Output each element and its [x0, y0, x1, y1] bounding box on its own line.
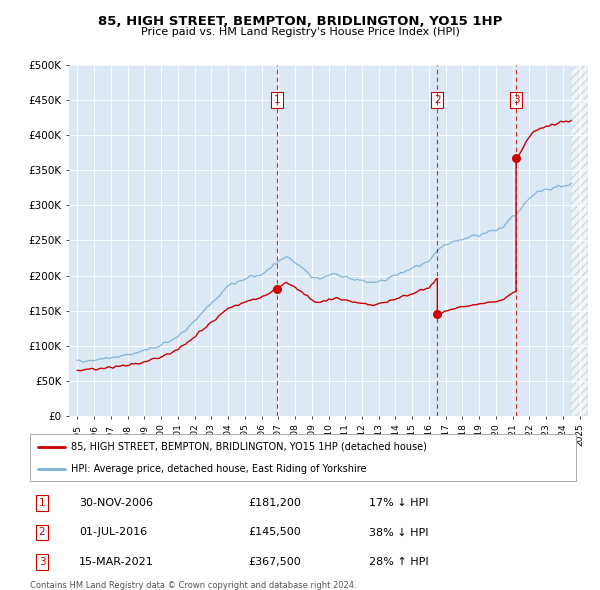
Text: £181,200: £181,200 [248, 498, 301, 508]
Text: Price paid vs. HM Land Registry's House Price Index (HPI): Price paid vs. HM Land Registry's House … [140, 27, 460, 37]
Text: 1: 1 [38, 498, 46, 508]
Text: 85, HIGH STREET, BEMPTON, BRIDLINGTON, YO15 1HP (detached house): 85, HIGH STREET, BEMPTON, BRIDLINGTON, Y… [71, 442, 427, 452]
Text: 30-NOV-2006: 30-NOV-2006 [79, 498, 153, 508]
Text: 1: 1 [274, 95, 280, 105]
Text: 15-MAR-2021: 15-MAR-2021 [79, 557, 154, 567]
Text: 2: 2 [38, 527, 46, 537]
Text: £367,500: £367,500 [248, 557, 301, 567]
Point [511, 153, 521, 163]
Point [272, 284, 281, 293]
Text: Contains HM Land Registry data © Crown copyright and database right 2024.
This d: Contains HM Land Registry data © Crown c… [30, 581, 356, 590]
Text: 3: 3 [512, 95, 520, 105]
Bar [571, 65, 588, 416]
Text: 38% ↓ HPI: 38% ↓ HPI [368, 527, 428, 537]
Bar [571, 65, 588, 416]
Text: 2: 2 [434, 95, 440, 105]
Text: 01-JUL-2016: 01-JUL-2016 [79, 527, 147, 537]
Text: 85, HIGH STREET, BEMPTON, BRIDLINGTON, YO15 1HP: 85, HIGH STREET, BEMPTON, BRIDLINGTON, Y… [98, 15, 502, 28]
Text: 17% ↓ HPI: 17% ↓ HPI [368, 498, 428, 508]
Text: HPI: Average price, detached house, East Riding of Yorkshire: HPI: Average price, detached house, East… [71, 464, 367, 474]
Text: 28% ↑ HPI: 28% ↑ HPI [368, 557, 428, 567]
Text: £145,500: £145,500 [248, 527, 301, 537]
Point [433, 309, 442, 319]
Text: 3: 3 [38, 557, 46, 567]
